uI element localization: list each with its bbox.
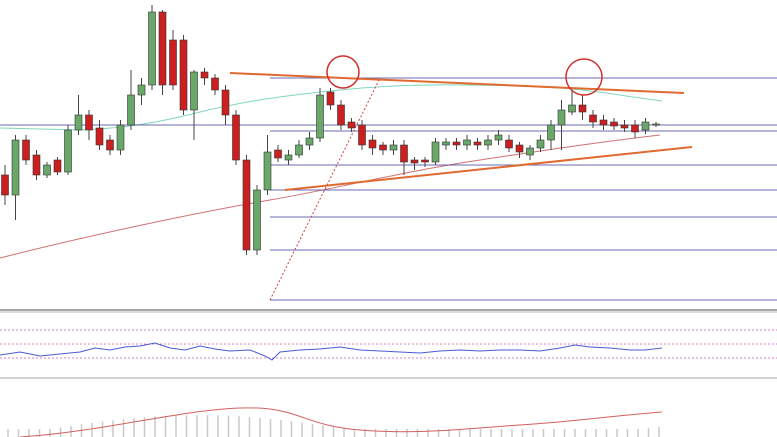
- candle-body: [274, 149, 282, 159]
- candle-body: [421, 159, 429, 163]
- candle-body: [64, 129, 72, 173]
- macd-signal: [19, 407, 663, 437]
- fib-diagonal: [269, 77, 381, 301]
- candle-body: [95, 127, 104, 146]
- candle-body: [179, 39, 188, 111]
- candle-body: [127, 94, 135, 126]
- candle-body: [620, 124, 629, 129]
- fib-levels: [0, 77, 777, 301]
- candle-body: [263, 151, 272, 191]
- candle-body: [599, 119, 608, 126]
- candle-body: [253, 189, 261, 251]
- candle-body: [22, 139, 30, 161]
- candle-body: [137, 84, 146, 96]
- highlight-circle: [326, 55, 360, 89]
- candle-body: [400, 144, 408, 163]
- candle-body: [85, 114, 93, 131]
- candle-body: [568, 104, 576, 113]
- candle-body: [557, 109, 566, 126]
- candle-body: [305, 137, 314, 146]
- candle-body: [358, 124, 366, 146]
- oscillator-panel: [0, 329, 777, 379]
- candle-body: [1, 174, 9, 196]
- candle-body: [578, 104, 587, 113]
- candle-body: [368, 139, 377, 149]
- candle-body: [53, 159, 62, 173]
- candle-body: [295, 144, 303, 156]
- candle-body: [326, 91, 335, 106]
- candle-body: [337, 104, 345, 126]
- candle-body: [452, 141, 461, 146]
- candle-body: [43, 164, 51, 176]
- candle-body: [211, 77, 219, 91]
- candle-body: [74, 114, 83, 131]
- candle-body: [610, 121, 618, 127]
- candle-body: [169, 39, 177, 86]
- trend-line-upper: [229, 72, 685, 94]
- candle-body: [32, 154, 41, 176]
- candle-body: [347, 121, 356, 129]
- candle-body: [547, 124, 555, 141]
- candle-body: [589, 114, 597, 123]
- candle-body: [431, 141, 440, 163]
- moving-average-slow: [0, 134, 661, 259]
- candles: [1, 5, 660, 255]
- trend-line-lower: [284, 146, 693, 191]
- candle-body: [221, 89, 230, 116]
- candle-body: [190, 71, 198, 111]
- candle-body: [463, 139, 471, 146]
- candle-body: [148, 11, 156, 86]
- candle-body: [200, 71, 209, 79]
- candle-body: [284, 154, 293, 161]
- candle-body: [106, 139, 114, 151]
- candle-body: [641, 121, 650, 131]
- candle-body: [505, 139, 513, 149]
- candle-body: [316, 94, 324, 139]
- candle-body: [494, 134, 503, 141]
- candle-body: [11, 139, 20, 196]
- candle-body: [631, 124, 639, 133]
- candle-body: [116, 124, 125, 151]
- candle-body: [410, 159, 419, 164]
- candle-body: [379, 144, 387, 151]
- oscillator-line: [0, 342, 663, 361]
- candle-body: [515, 144, 524, 153]
- candle-body: [242, 159, 251, 251]
- candle-body: [652, 123, 660, 126]
- candle-body: [389, 144, 398, 151]
- candle-body: [484, 139, 492, 146]
- candle-body: [158, 11, 167, 86]
- candle-body: [536, 139, 545, 149]
- candle-body: [232, 114, 240, 161]
- candle-body: [526, 147, 534, 156]
- candle-body: [473, 141, 482, 146]
- highlight-circle: [565, 58, 603, 96]
- candle-body: [442, 141, 450, 146]
